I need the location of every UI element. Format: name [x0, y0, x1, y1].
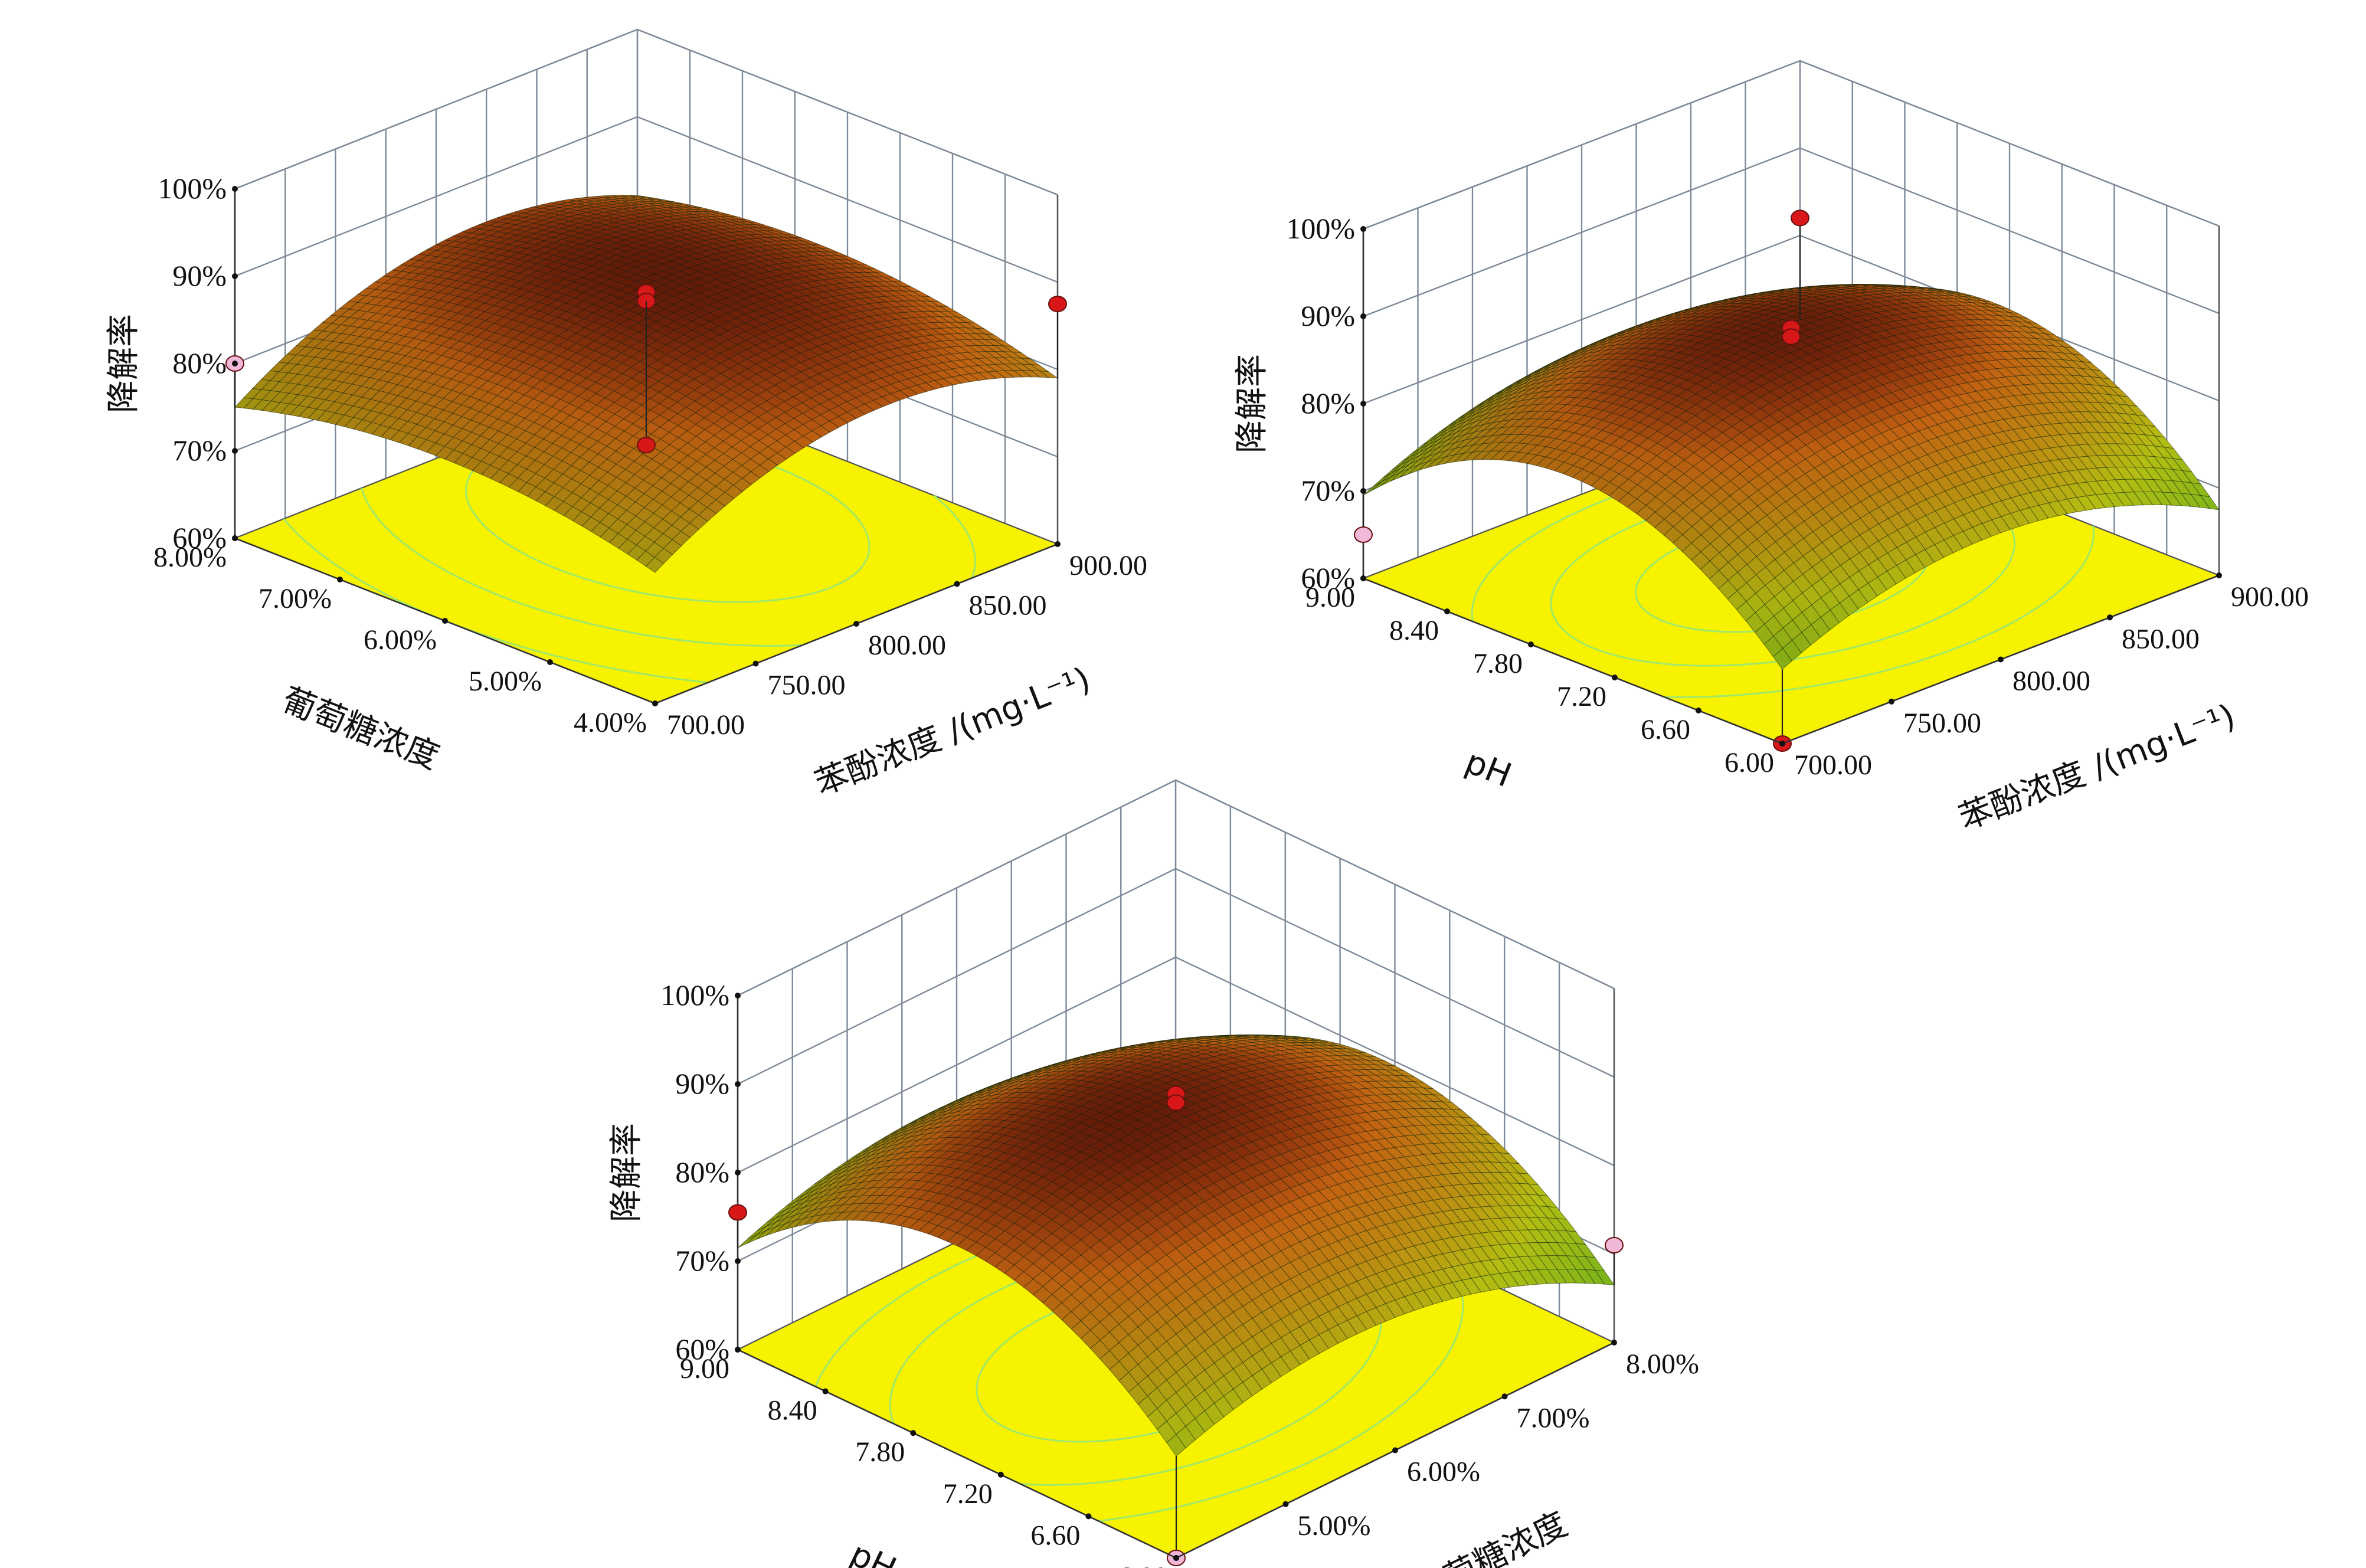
z-tick-label: 90%: [675, 1067, 729, 1100]
y-axis-ticks: 6.00 6.60 7.20 7.80 8.40 9.00: [1305, 575, 1785, 778]
y-tick-label: 7.80: [1473, 648, 1523, 679]
z-tick-label: 80%: [172, 346, 227, 379]
y-tick-label: 8.40: [1389, 615, 1439, 646]
design-point: [1791, 209, 1809, 227]
z-axis-label: 降解率: [104, 314, 143, 413]
z-axis-ticks: 60% 70% 80% 90% 100%: [158, 172, 238, 554]
z-tick-label: 80%: [675, 1155, 729, 1189]
chart-1: 60% 70% 80% 90% 100% 4.00% 5.00% 6.00% 7.00% 8.00…: [104, 28, 1147, 803]
y-axis-label: pH: [844, 1535, 902, 1568]
x-axis-ticks: 4.00% 5.00% 6.00% 7.00% 8.00%: [1173, 1340, 1699, 1568]
response-surface: [737, 1035, 1615, 1457]
z-tick-label: 100%: [1286, 212, 1355, 245]
y-tick-label: 6.60: [1030, 1520, 1080, 1551]
y-tick-label: 8.00%: [153, 542, 227, 573]
y-axis-label: pH: [1460, 742, 1517, 795]
y-tick-label: 6.00: [1118, 1562, 1168, 1568]
x-tick-label: 900.00: [1069, 550, 1147, 581]
z-tick-label: 80%: [1301, 387, 1355, 420]
design-point: [1782, 328, 1801, 345]
z-tick-label: 70%: [1301, 474, 1355, 507]
response-surface: [1363, 284, 2220, 670]
response-surface: [234, 195, 1059, 573]
y-tick-label: 7.80: [855, 1436, 905, 1468]
y-axis-label: 葡萄糖浓度: [277, 680, 444, 777]
design-points: [225, 284, 1067, 454]
design-point: [728, 1204, 747, 1221]
x-tick-label: 750.00: [768, 670, 846, 701]
x-axis-label: 葡萄糖浓度: [1408, 1505, 1573, 1568]
design-points: [1354, 209, 1809, 752]
z-tick-label: 90%: [172, 259, 227, 292]
design-point: [1605, 1237, 1624, 1253]
z-tick-label: 100%: [660, 978, 729, 1011]
z-tick-label: 70%: [172, 434, 227, 467]
z-tick-label: 60%: [172, 521, 227, 554]
z-tick-label: 70%: [675, 1244, 729, 1277]
design-point: [1048, 296, 1067, 312]
x-tick-label: 750.00: [1903, 708, 1981, 739]
x-axis-ticks: 700.00 750.00 800.00 850.00 900.00: [652, 541, 1147, 741]
z-tick-label: 90%: [1301, 299, 1355, 332]
x-tick-label: 4.00%: [1188, 1564, 1261, 1568]
y-tick-label: 7.00%: [258, 583, 332, 614]
y-tick-label: 8.40: [768, 1395, 817, 1426]
z-tick-label: 100%: [158, 172, 227, 205]
design-point: [1166, 1094, 1186, 1111]
x-tick-label: 900.00: [2231, 581, 2309, 613]
design-points: [728, 1085, 1624, 1566]
y-tick-label: 4.00%: [574, 707, 647, 738]
x-axis-ticks: 700.00 750.00 800.00 850.00 900.00: [1779, 572, 2309, 781]
y-tick-label: 7.20: [943, 1478, 993, 1510]
x-tick-label: 850.00: [969, 590, 1047, 621]
z-tick-label: 60%: [1301, 561, 1355, 594]
x-tick-label: 700.00: [667, 709, 745, 741]
y-axis-ticks: 6.00 6.60 7.20 7.80 8.40 9.00: [680, 1347, 1179, 1568]
z-axis-ticks: 60% 70% 80% 90% 100%: [660, 978, 741, 1366]
y-tick-label: 6.00: [1724, 747, 1774, 778]
y-tick-label: 7.20: [1557, 681, 1606, 712]
x-axis-label: 苯酚浓度 /(mg·L⁻¹): [810, 660, 1096, 803]
y-tick-label: 6.00%: [364, 624, 437, 656]
x-tick-label: 5.00%: [1298, 1510, 1371, 1541]
z-axis-label: 降解率: [607, 1123, 646, 1222]
chart-2: 60% 70% 80% 90% 100% 6.00 6.60 7.20 7.80 8.40 9.00…: [1233, 60, 2309, 838]
x-tick-label: 800.00: [868, 630, 946, 661]
x-tick-label: 850.00: [2122, 623, 2200, 654]
x-tick-label: 800.00: [2012, 666, 2090, 697]
x-tick-label: 6.00%: [1407, 1456, 1480, 1488]
chart-3: 60% 70% 80% 90% 100% 6.00 6.60 7.20 7.80 8.40 9.00…: [607, 779, 1699, 1568]
design-point: [637, 437, 656, 454]
x-tick-label: 700.00: [1794, 749, 1872, 781]
y-tick-label: 9.00: [1305, 582, 1355, 613]
z-tick-label: 60%: [675, 1333, 729, 1366]
y-tick-label: 9.00: [680, 1353, 729, 1384]
x-tick-label: 7.00%: [1517, 1402, 1590, 1433]
design-point: [1354, 526, 1373, 543]
y-tick-label: 6.60: [1641, 714, 1690, 745]
z-axis-label: 降解率: [1233, 354, 1271, 453]
y-tick-label: 5.00%: [469, 666, 542, 697]
z-axis-ticks: 60% 70% 80% 90% 100%: [1286, 212, 1366, 594]
x-tick-label: 8.00%: [1626, 1348, 1699, 1380]
x-axis-label: 苯酚浓度 /(mg·L⁻¹): [1953, 697, 2240, 838]
